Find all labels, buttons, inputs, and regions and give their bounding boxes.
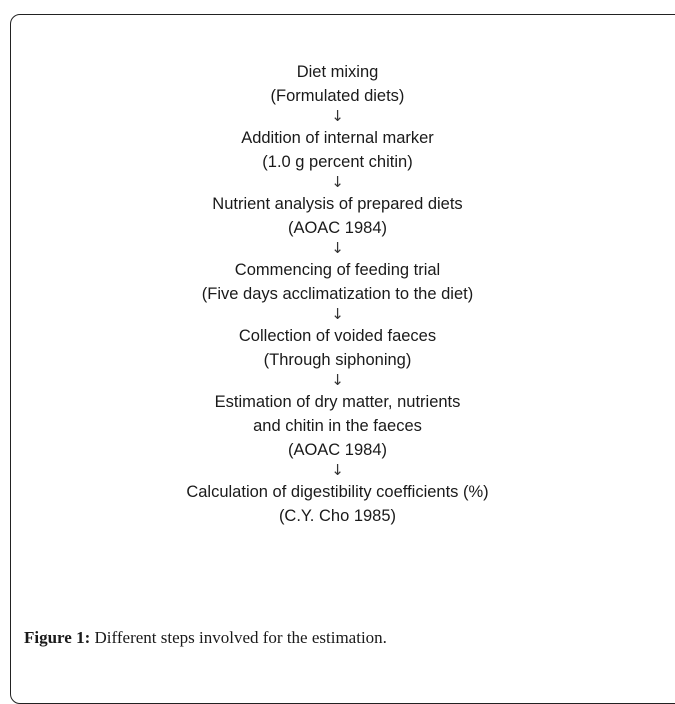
- flow-step-nutrient-analysis: Nutrient analysis of prepared diets (AOA…: [0, 192, 675, 240]
- down-arrow-icon: ↓: [331, 107, 344, 125]
- figure-frame: [10, 14, 675, 704]
- flow-step-feeding-trial: Commencing of feeding trial (Five days a…: [0, 258, 675, 306]
- step-title: Diet mixing: [296, 63, 379, 81]
- step-detail: (Formulated diets): [270, 87, 405, 105]
- down-arrow-icon: ↓: [331, 173, 344, 191]
- flow-step-dry-matter-estimation: Estimation of dry matter, nutrients and …: [0, 390, 675, 462]
- flow-step-internal-marker: Addition of internal marker (1.0 g perce…: [0, 126, 675, 174]
- down-arrow-icon: ↓: [331, 305, 344, 323]
- step-title: Estimation of dry matter, nutrients: [214, 393, 461, 411]
- step-detail: (Through siphoning): [263, 351, 412, 369]
- figure-caption: Figure 1: Different steps involved for t…: [24, 628, 387, 648]
- step-title: Addition of internal marker: [241, 129, 434, 147]
- down-arrow-icon: ↓: [331, 239, 344, 257]
- step-title: Collection of voided faeces: [238, 327, 437, 345]
- caption-text: Different steps involved for the estimat…: [90, 628, 387, 647]
- step-detail: (1.0 g percent chitin): [262, 153, 413, 171]
- flow-step-diet-mixing: Diet mixing (Formulated diets): [0, 60, 675, 108]
- flowchart: Diet mixing (Formulated diets) ↓ Additio…: [0, 60, 675, 528]
- step-detail: (C.Y. Cho 1985): [278, 507, 397, 525]
- flow-step-faeces-collection: Collection of voided faeces (Through sip…: [0, 324, 675, 372]
- caption-label: Figure 1:: [24, 628, 91, 647]
- down-arrow-icon: ↓: [331, 371, 344, 389]
- down-arrow-icon: ↓: [331, 461, 344, 479]
- step-title: Commencing of feeding trial: [234, 261, 441, 279]
- step-detail: (AOAC 1984): [287, 441, 388, 459]
- step-title: Nutrient analysis of prepared diets: [212, 195, 463, 213]
- flow-step-digestibility-calculation: Calculation of digestibility coefficient…: [0, 480, 675, 528]
- step-detail: (Five days acclimatization to the diet): [201, 285, 474, 303]
- step-title: Calculation of digestibility coefficient…: [186, 483, 489, 501]
- step-detail: (AOAC 1984): [287, 219, 388, 237]
- step-title-continued: and chitin in the faeces: [253, 417, 422, 435]
